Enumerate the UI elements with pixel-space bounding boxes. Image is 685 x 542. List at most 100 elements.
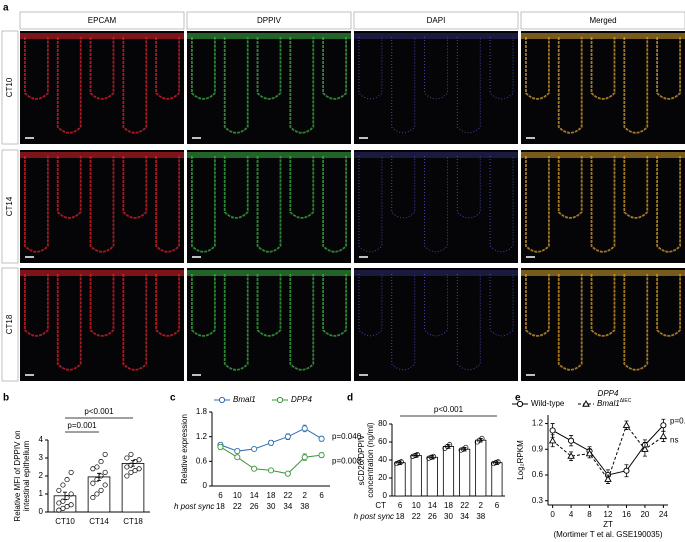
x-tick-label-2: 26: [250, 502, 259, 511]
crypt: [223, 156, 249, 219]
crypt: [155, 37, 180, 100]
marker: [623, 467, 630, 474]
data-point: [90, 495, 96, 501]
y-axis-label: Relative expression: [180, 414, 189, 484]
data-point: [426, 455, 432, 461]
x-tick-label-2: 26: [428, 512, 437, 521]
data-point: [60, 482, 66, 488]
legend-name: DPP4: [291, 395, 312, 404]
x-tick-label-2: 30: [267, 502, 276, 511]
data-point: [56, 487, 62, 493]
x-tick-label-2: 22: [233, 502, 242, 511]
x-tick-label: 0: [550, 510, 555, 519]
column-header-box: [520, 11, 685, 30]
data-point: [490, 461, 496, 467]
row-header: CT18: [5, 314, 14, 334]
x-axis-label: ZT: [603, 520, 613, 529]
marker: [284, 470, 291, 477]
data-point: [124, 473, 130, 479]
crypt: [322, 274, 347, 337]
data-point: [68, 502, 74, 508]
x-tick-label: 16: [622, 510, 631, 519]
panel-label: b: [3, 393, 9, 404]
y-tick-label: 0.3: [532, 496, 544, 505]
micrograph: [521, 31, 685, 144]
column-header: DAPI: [427, 16, 446, 25]
data-point: [94, 491, 100, 497]
data-point: [136, 466, 142, 472]
error-bar: [446, 444, 451, 449]
annotation: ns: [670, 436, 678, 445]
crypt: [424, 156, 448, 253]
data-point: [414, 452, 420, 458]
marker: [660, 422, 667, 429]
micrograph: [20, 268, 184, 381]
x-tick-label-2: 38: [300, 502, 309, 511]
x-tick-label-2: 38: [476, 512, 485, 521]
crypt: [623, 37, 649, 134]
y-tick-label: 1.8: [196, 407, 208, 416]
error-bar: [63, 491, 67, 500]
crypt: [322, 37, 347, 100]
error-bar: [97, 472, 101, 481]
crypt: [358, 274, 383, 337]
y-tick-label: 1.2: [532, 419, 544, 428]
legend-superscript: ΔIEC: [620, 398, 632, 404]
crypt: [623, 156, 649, 219]
marker: [267, 467, 275, 474]
bar: [426, 456, 438, 497]
micrograph: [521, 150, 685, 263]
marker: [659, 432, 668, 440]
data-point: [398, 459, 404, 465]
x-tick-label: 14: [428, 501, 437, 510]
legend-label: Wild-type: [531, 399, 565, 408]
crypt: [289, 156, 315, 219]
annotation: p=0.008: [332, 456, 362, 465]
crypt: [289, 37, 315, 134]
x-tick-label: CT10: [55, 517, 75, 526]
micrograph-bg: [20, 150, 184, 263]
data-point: [124, 455, 130, 461]
annotation: p<0.001: [434, 405, 464, 414]
crypt: [155, 274, 180, 337]
x-tick-label: 4: [569, 510, 574, 519]
data-point: [64, 477, 70, 483]
y-axis-label: Log₂RPKM: [516, 440, 525, 480]
y-tick-label: 80: [378, 419, 387, 428]
x-tick-label: 6: [319, 491, 324, 500]
y-axis-label: intestinal epithelium: [22, 441, 31, 512]
annotation: p=0.040: [332, 432, 362, 441]
data-point: [136, 457, 142, 463]
bar: [491, 462, 503, 497]
x-tick-label: 2: [479, 501, 484, 510]
legend-marker: [218, 396, 226, 404]
legend-marker: [276, 396, 284, 404]
annotation: p=0.001: [67, 421, 97, 430]
legend-name: Wild-type: [531, 399, 565, 408]
crypt: [122, 37, 148, 134]
data-point: [94, 464, 100, 470]
marker: [567, 452, 575, 459]
y-tick-label: 0: [383, 491, 388, 500]
row-header: CT10: [5, 77, 14, 97]
crypt: [191, 274, 216, 337]
bar: [442, 446, 455, 497]
data-point: [394, 461, 400, 467]
crypt: [24, 156, 49, 253]
data-point: [132, 468, 138, 474]
bar: [394, 462, 406, 497]
micrograph-bg: [521, 150, 685, 263]
crypt: [256, 156, 282, 253]
y-axis-label: Relative MFI of DPPIV on: [13, 430, 22, 521]
villus-edge: [354, 152, 518, 158]
crypt: [557, 274, 583, 371]
data-point: [90, 480, 96, 486]
crypt: [391, 156, 416, 219]
x-tick-label: CT18: [123, 517, 143, 526]
x-axis-label-2: h post sync: [174, 502, 214, 511]
micrograph-bg: [354, 150, 518, 263]
marker: [251, 465, 258, 472]
crypt: [24, 37, 49, 100]
y-tick-label: 20: [378, 473, 387, 482]
x-tick-label: 14: [250, 491, 259, 500]
